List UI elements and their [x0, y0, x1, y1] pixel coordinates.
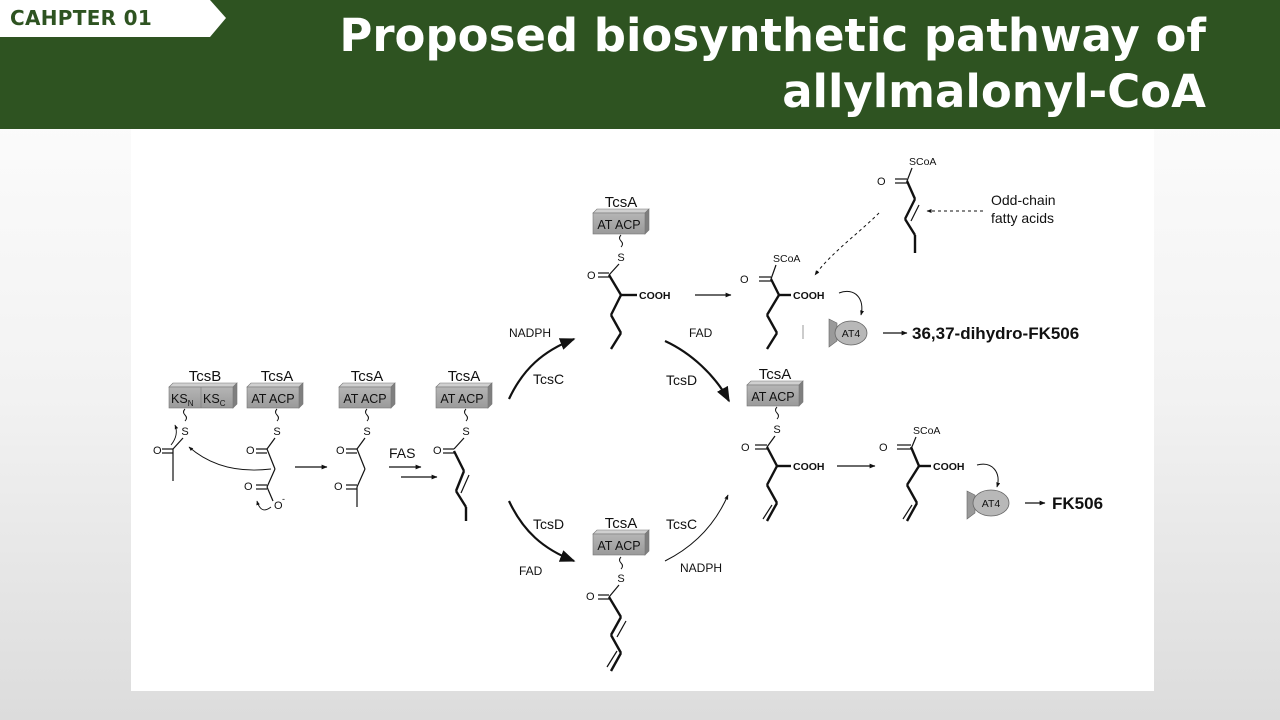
svg-text:O: O	[433, 445, 442, 457]
tcsa-pentenoyl-module: TcsA AT ACP S O	[433, 368, 493, 521]
at4-label-upper: AT4	[842, 328, 861, 340]
tcsa-label-4: TcsA	[605, 194, 638, 211]
svg-text:O: O	[336, 445, 345, 457]
tcsa-malonyl-module: TcsA AT ACP S O O O -	[188, 368, 304, 512]
tcsa-allylmalonyl-module: TcsA AT ACP S O COOH	[741, 366, 825, 522]
svg-text:COOH: COOH	[639, 290, 671, 302]
product-dihydro-fk506: 36,37-dihydro-FK506	[912, 324, 1079, 343]
svg-text:AT ACP: AT ACP	[597, 539, 640, 553]
svg-text:O: O	[740, 274, 749, 286]
tcsd-label-lower: TcsD	[533, 516, 564, 532]
svg-text:AT ACP: AT ACP	[597, 218, 640, 232]
nadph-label-lower: NADPH	[680, 561, 722, 575]
svg-text:O: O	[586, 591, 595, 603]
svg-text:AT ACP: AT ACP	[440, 392, 483, 406]
odd-chain-label-line2: fatty acids	[991, 210, 1054, 226]
tcsa-propylmalonyl-module: TcsA AT ACP S O COOH	[587, 194, 671, 350]
svg-text:SCoA: SCoA	[913, 425, 940, 437]
svg-text:AT ACP: AT ACP	[751, 390, 794, 404]
svg-text:O: O	[334, 481, 343, 493]
tcsb-module: TcsB KSN KSC S O	[153, 368, 238, 481]
odd-chain-precursor: SCoA O	[877, 156, 936, 253]
tcsa-label-3: TcsA	[448, 368, 481, 385]
tcsa-pentadienoyl-module: TcsA AT ACP S O	[586, 515, 650, 672]
title-banner: CAHPTER 01 Proposed biosynthetic pathway…	[0, 0, 1280, 129]
tcsd-label-upper: TcsD	[666, 372, 697, 388]
tcsc-label-upper: TcsC	[533, 371, 564, 387]
svg-text:S: S	[773, 424, 780, 436]
tcsc-upper-arrow	[508, 337, 576, 400]
svg-text:O: O	[246, 445, 255, 457]
at4-enzyme-upper: AT4	[828, 318, 868, 348]
svg-text:O: O	[244, 481, 253, 493]
svg-text:O: O	[877, 176, 886, 188]
page-title-line2: allylmalonyl-CoA	[782, 65, 1206, 118]
svg-text:SCoA: SCoA	[909, 156, 936, 168]
svg-text:S: S	[181, 426, 188, 438]
tcsc-lower-arrow	[664, 494, 729, 562]
svg-text:SCoA: SCoA	[773, 253, 800, 265]
page-title-line1: Proposed biosynthetic pathway of	[339, 9, 1206, 62]
tcsb-label: TcsB	[189, 368, 222, 385]
ks-c-label: KSC	[203, 392, 226, 408]
svg-text:O: O	[153, 445, 162, 457]
tcsa-label-2: TcsA	[351, 368, 384, 385]
fad-label-upper: FAD	[689, 326, 713, 340]
fad-label-lower: FAD	[519, 564, 543, 578]
propylmalonyl-coa: SCoA O COOH	[740, 253, 825, 350]
svg-text:S: S	[617, 573, 624, 585]
tcsa-diketide-module: TcsA AT ACP S O O	[334, 368, 396, 507]
svg-text:COOH: COOH	[793, 290, 825, 302]
page-title: Proposed biosynthetic pathway of allylma…	[226, 8, 1206, 120]
odd-chain-label-line1: Odd-chain	[991, 192, 1056, 208]
pathway-diagram: TcsB KSN KSC S O TcsA AT ACP S O O	[153, 156, 1103, 672]
at4-label-lower: AT4	[982, 498, 1001, 510]
tcsc-label-lower: TcsC	[666, 516, 697, 532]
svg-text:O: O	[587, 270, 596, 282]
svg-text:O: O	[741, 442, 750, 454]
tcsa-label-5: TcsA	[759, 366, 792, 383]
nadph-label-upper: NADPH	[509, 326, 551, 340]
svg-text:AT ACP: AT ACP	[251, 392, 294, 406]
svg-text:O: O	[274, 500, 283, 512]
fas-label: FAS	[389, 445, 415, 461]
svg-text:S: S	[363, 426, 370, 438]
at4-enzyme-lower: AT4	[966, 489, 1010, 520]
svg-text:S: S	[617, 252, 624, 264]
ks-n-label: KSN	[171, 392, 194, 408]
tcsd-upper-arrow	[664, 340, 730, 403]
tcsa-label-6: TcsA	[605, 515, 638, 532]
product-fk506: FK506	[1052, 494, 1103, 513]
svg-text:COOH: COOH	[933, 461, 965, 473]
svg-text:COOH: COOH	[793, 461, 825, 473]
tcsd-lower-arrow	[508, 500, 576, 563]
svg-text:-: -	[282, 494, 285, 504]
svg-text:O: O	[879, 442, 888, 454]
pathway-figure: TcsB KSN KSC S O TcsA AT ACP S O O	[131, 129, 1154, 691]
svg-text:S: S	[462, 426, 469, 438]
tcsa-label-1: TcsA	[261, 368, 294, 385]
chapter-tag: CAHPTER 01	[0, 0, 226, 37]
svg-text:S: S	[273, 426, 280, 438]
allylmalonyl-coa: SCoA O COOH	[879, 425, 965, 522]
svg-text:AT ACP: AT ACP	[343, 392, 386, 406]
chapter-tag-label: CAHPTER 01	[10, 6, 153, 30]
